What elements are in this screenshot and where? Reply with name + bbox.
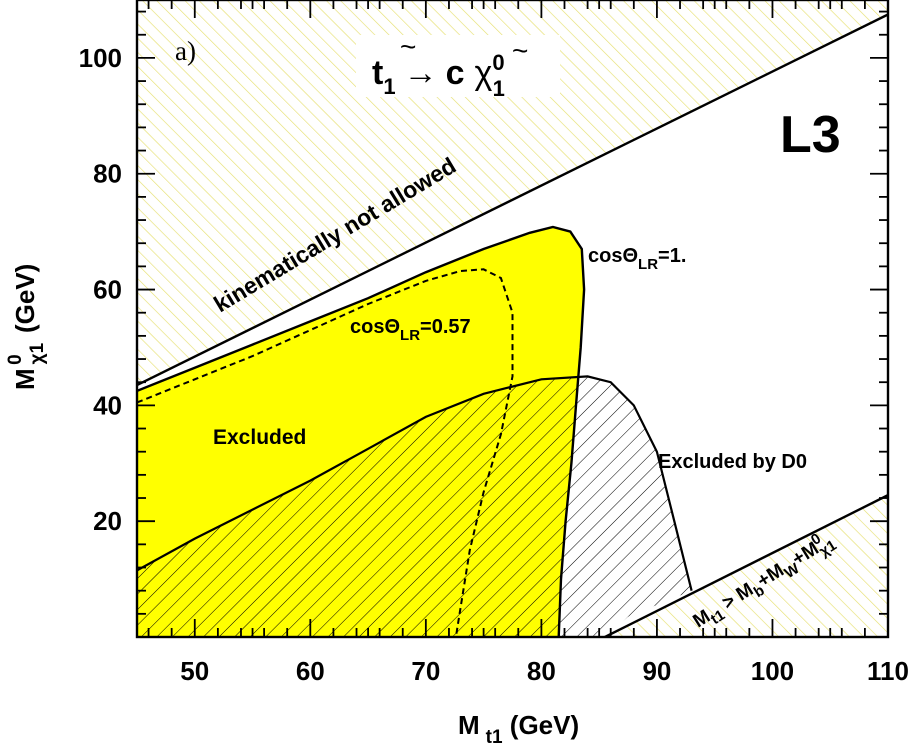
y-tick-label: 60	[93, 275, 122, 305]
chart-title: t1 → c χ0 1	[372, 50, 505, 101]
excluded-label: Excluded	[213, 426, 306, 449]
y-tick-label: 20	[93, 506, 122, 536]
y-tick-label: 100	[79, 43, 122, 73]
panel-label: a)	[175, 36, 196, 66]
d0-label: Excluded by D0	[658, 451, 807, 473]
d0-excluded-region	[137, 376, 692, 637]
x-tick-label: 100	[751, 656, 794, 686]
experiment-label-box	[772, 100, 868, 162]
title-box	[356, 35, 560, 97]
x-tick-label: 60	[296, 656, 325, 686]
cos057-boundary-curve	[137, 268, 514, 637]
cos1-boundary-curve	[137, 225, 586, 637]
axis-ticks	[136, 0, 889, 638]
x-tick-label: 110	[867, 656, 909, 686]
y-tick-label: 40	[93, 390, 122, 420]
x-tick-label: 50	[180, 656, 209, 686]
x-tick-label: 90	[642, 656, 671, 686]
plot-frame	[135, 0, 890, 639]
y-tick-label: 80	[93, 159, 122, 189]
y-axis-title: Mχ10 (GeV)	[5, 264, 48, 390]
kinematic-limit-line	[137, 13, 888, 387]
x-tick-label: 70	[411, 656, 440, 686]
kinematic-forbidden-region	[137, 0, 888, 386]
y-tick-labels: 20 40 60 80 100	[79, 43, 122, 536]
cos1-label: cosΘLR=1.	[588, 245, 686, 273]
experiment-label: L3	[780, 106, 841, 164]
tilde-chi: ~	[512, 35, 528, 66]
cos057-label: cosΘLR=0.57	[350, 316, 471, 344]
x-tick-label: 80	[527, 656, 556, 686]
x-tick-labels: 50 60 70 80 90 100 110	[180, 656, 909, 686]
d0-boundary-curve	[137, 375, 693, 591]
tilde-t: ~	[400, 31, 416, 62]
lower-limit-line	[604, 494, 888, 637]
